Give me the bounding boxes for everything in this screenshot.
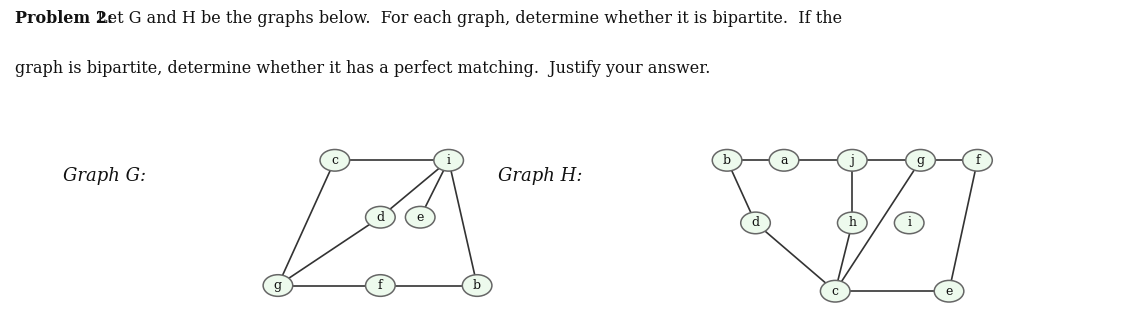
- Text: b: b: [474, 279, 482, 292]
- Ellipse shape: [769, 149, 799, 171]
- Text: e: e: [945, 285, 953, 298]
- Text: f: f: [378, 279, 383, 292]
- Ellipse shape: [963, 149, 992, 171]
- Ellipse shape: [820, 281, 850, 302]
- Ellipse shape: [263, 275, 293, 296]
- Text: h: h: [849, 216, 856, 229]
- Text: d: d: [752, 216, 760, 229]
- Text: g: g: [273, 279, 281, 292]
- Text: b: b: [723, 154, 731, 167]
- Text: i: i: [446, 154, 451, 167]
- Ellipse shape: [837, 212, 867, 234]
- Text: Graph H:: Graph H:: [498, 167, 582, 185]
- Ellipse shape: [434, 149, 463, 171]
- Ellipse shape: [895, 212, 924, 234]
- Ellipse shape: [366, 207, 395, 228]
- Ellipse shape: [320, 149, 350, 171]
- Text: f: f: [975, 154, 979, 167]
- Text: j: j: [850, 154, 855, 167]
- Text: graph is bipartite, determine whether it has a perfect matching.  Justify your a: graph is bipartite, determine whether it…: [15, 60, 710, 77]
- Ellipse shape: [462, 275, 492, 296]
- Text: Let G and H be the graphs below.  For each graph, determine whether it is bipart: Let G and H be the graphs below. For eac…: [97, 10, 842, 27]
- Text: a: a: [780, 154, 788, 167]
- Text: c: c: [832, 285, 839, 298]
- Ellipse shape: [935, 281, 964, 302]
- Ellipse shape: [740, 212, 770, 234]
- Text: Graph G:: Graph G:: [63, 167, 146, 185]
- Ellipse shape: [837, 149, 867, 171]
- Text: c: c: [332, 154, 339, 167]
- Text: e: e: [416, 211, 424, 224]
- Ellipse shape: [906, 149, 936, 171]
- Ellipse shape: [405, 207, 435, 228]
- Text: i: i: [907, 216, 911, 229]
- Ellipse shape: [366, 275, 395, 296]
- Text: Problem 2:: Problem 2:: [15, 10, 113, 27]
- Text: g: g: [916, 154, 924, 167]
- Text: d: d: [376, 211, 384, 224]
- Ellipse shape: [713, 149, 741, 171]
